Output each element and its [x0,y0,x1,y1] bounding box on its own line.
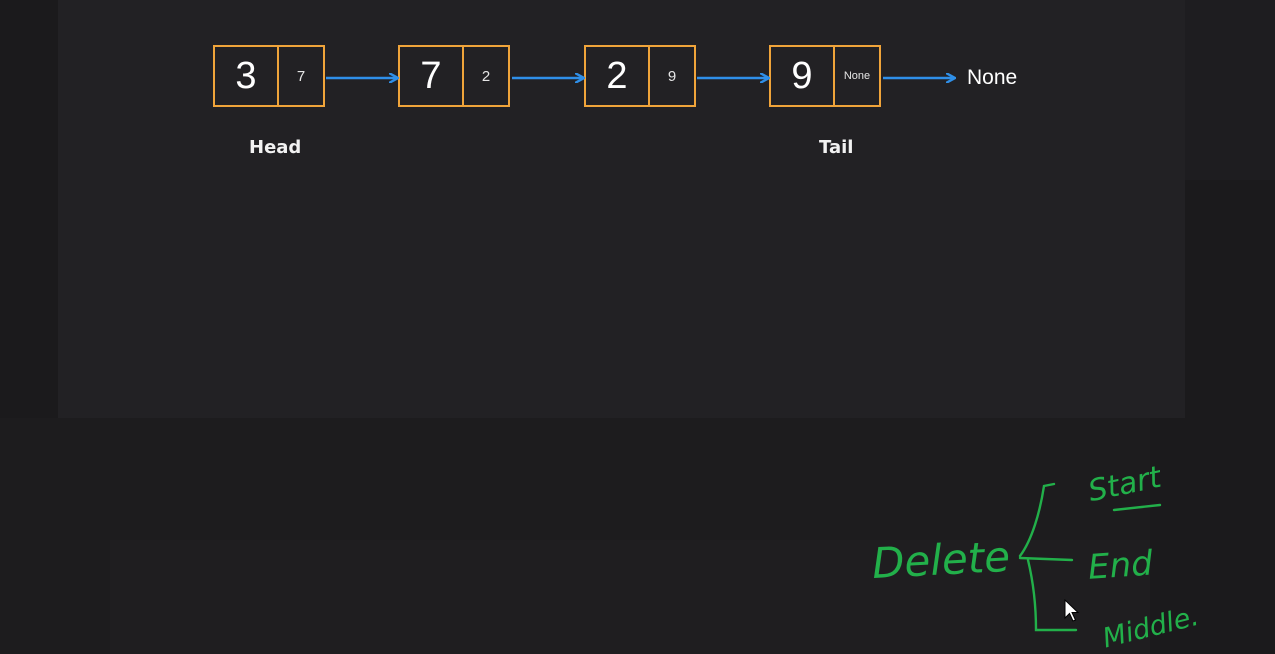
branch-end: End [1087,543,1155,587]
brace-lower [1026,558,1078,632]
node-1: 3 7 [213,45,325,107]
delete-word: Delete [871,532,1011,588]
node-1-data: 3 [215,47,279,105]
node-4-next: None [843,70,871,82]
node-3-data: 2 [586,47,650,105]
terminal-none-label: None [967,66,1018,89]
node-2-data: 7 [400,47,464,105]
node-3-next: 9 [667,67,677,85]
node-4: 9 None [769,45,881,107]
brace-stroke [1018,482,1056,558]
branch-middle-line [1018,556,1074,562]
branch-middle: Middle. [1100,601,1202,654]
head-label: Head [249,137,302,158]
node-3: 2 9 [584,45,696,107]
node-1-next: 7 [296,67,306,85]
mouse-cursor-icon [1064,598,1080,622]
node-4-data: 9 [771,47,835,105]
branch-start: Start [1085,460,1165,510]
start-underline [1112,503,1162,512]
node-2: 7 2 [398,45,510,107]
tail-label: Tail [819,137,854,158]
node-2-next: 2 [481,67,491,85]
